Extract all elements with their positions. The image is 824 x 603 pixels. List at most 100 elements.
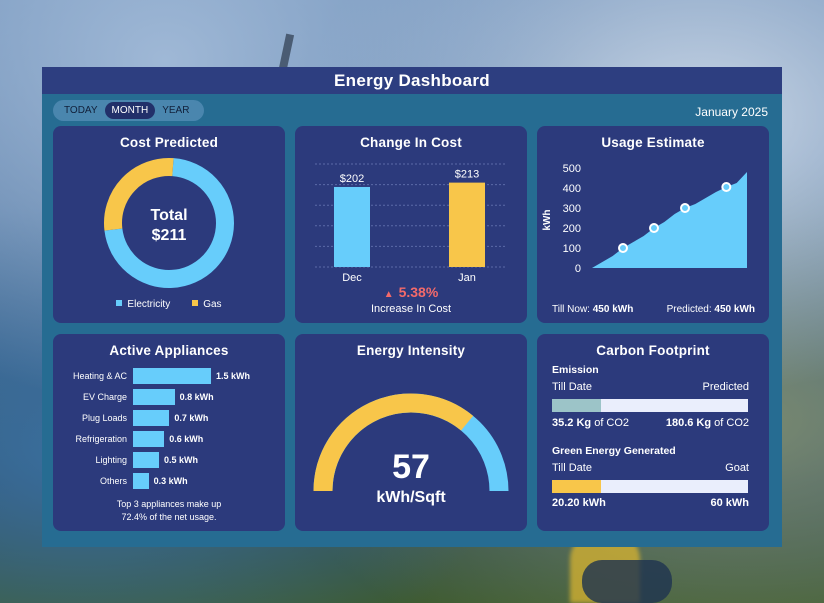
date-label: January 2025 [695, 105, 768, 119]
appliance-bar [133, 389, 175, 405]
card-title: Carbon Footprint [596, 343, 710, 358]
predicted-label: Predicted: [666, 304, 712, 315]
period-option-today[interactable]: TODAY [64, 105, 98, 116]
appliance-value: 0.8 kWh [179, 392, 214, 402]
emission-predicted-value: 180.6 Kg of CO2 [666, 417, 749, 429]
appliance-note-line: 72.4% of the net usage. [121, 512, 217, 522]
appliance-bar [133, 473, 149, 489]
cost-bar-chart: $202 Dec $213 Jan [315, 163, 507, 284]
legend-label: Electricity [127, 299, 171, 310]
cost-predicted-card: Cost Predicted Total $211 Electricity Ga… [53, 126, 285, 323]
card-title: Usage Estimate [601, 135, 705, 150]
appliance-label: Plug Loads [81, 413, 127, 423]
intensity-gauge: 57 kWh/Sqft [313, 393, 509, 506]
usage-y-tick-label: 200 [563, 223, 581, 235]
usage-y-tick-label: 500 [563, 163, 581, 175]
appliance-bar-chart: Heating & AC 1.5 kWh EV Charge 0.8 kWh Plug … [53, 334, 285, 531]
emission-till-date-unit: of CO2 [591, 417, 630, 429]
period-option-month[interactable]: MONTH [104, 102, 156, 119]
till-now-value: 450 kWh [592, 304, 634, 315]
appliance-value: 0.3 kWh [153, 476, 188, 486]
green-goal-label: Goat [725, 462, 749, 474]
cost-bar-jan [449, 182, 485, 267]
active-appliances-card: Active Appliances Heating & AC 1.5 kWh EV … [53, 334, 285, 531]
green-till-date-label: Till Date [552, 462, 592, 474]
carbon-footprint-card: Carbon Footprint Emission Till Date Pred… [537, 334, 769, 531]
usage-y-tick-label: 0 [575, 263, 581, 275]
card-title: Energy Intensity [356, 343, 466, 358]
cost-bar-value-label: $213 [455, 169, 479, 181]
cost-legend: Electricity Gas [53, 299, 285, 310]
emission-progress-fill [552, 399, 601, 412]
green-energy-values: 20.20 kWh 60 kWh [552, 497, 749, 509]
gauge-fill [313, 393, 474, 492]
usage-marker [618, 243, 628, 253]
change-caption: Increase In Cost [370, 303, 452, 315]
usage-area [592, 172, 747, 268]
appliance-label: Lighting [95, 455, 127, 465]
appliance-row: Heating & AC 1.5 kWh [53, 368, 250, 384]
cost-bar-category-label: Dec [342, 272, 362, 284]
legend-item-electricity: Electricity [116, 299, 170, 310]
green-energy-heading: Green Energy Generated [552, 445, 676, 457]
usage-y-tick-label: 400 [563, 183, 581, 195]
emission-values: 35.2 Kg of CO2 180.6 Kg of CO2 [552, 417, 749, 429]
till-now-summary: Till Now: 450 kWh [552, 304, 633, 315]
emission-heading: Emission [552, 364, 599, 376]
change-in-cost-card: Change In Cost $202 Dec $213 Jan ▲ 5.38% Inc… [295, 126, 527, 323]
green-energy-labels: Till Date Goat [552, 462, 749, 474]
emission-labels: Till Date Predicted [552, 381, 749, 393]
emission-predicted-label: Predicted [702, 381, 749, 393]
emission-progress-bar [552, 399, 748, 412]
green-till-date-value: 20.20 kWh [552, 497, 606, 509]
arrow-up-icon: ▲ [383, 289, 394, 300]
predicted-summary: Predicted: 450 kWh [667, 304, 755, 315]
cost-bar-category-label: Jan [458, 272, 476, 284]
usage-y-axis-label: kWh [542, 209, 553, 230]
green-goal-value: 60 kWh [710, 497, 749, 509]
appliance-bar [133, 410, 170, 426]
appliance-row: Refrigeration 0.6 kWh [53, 431, 203, 447]
usage-estimate-card: Usage Estimate 0 100 200 300 400 500 kWh Till … [537, 126, 769, 323]
appliance-value: 1.5 kWh [216, 371, 251, 381]
till-now-label: Till Now: [552, 304, 590, 315]
cost-bar-value-label: $202 [340, 173, 364, 185]
green-energy-progress-bar [552, 480, 748, 493]
emission-predicted-unit: of CO2 [711, 417, 749, 429]
emission-predicted-amount: 180.6 Kg [665, 417, 712, 429]
emission-till-date-amount: 35.2 Kg [552, 417, 592, 429]
appliance-note-line: Top 3 appliances make up [116, 499, 222, 509]
appliance-bar [133, 452, 159, 468]
usage-marker [680, 203, 690, 213]
intensity-value: 57 [392, 448, 430, 486]
appliance-row: Plug Loads 0.7 kWh [53, 410, 208, 426]
legend-swatch [192, 300, 199, 306]
appliance-row: Others 0.3 kWh [53, 473, 188, 489]
donut-slice-gas [104, 158, 174, 231]
usage-marker [721, 182, 732, 192]
period-option-year[interactable]: YEAR [162, 105, 190, 116]
card-title: Change In Cost [360, 135, 462, 150]
appliance-note: Top 3 appliances make up 72.4% of the ne… [53, 498, 285, 524]
cost-bar-dec [334, 186, 370, 267]
cost-donut-chart: Total $211 [104, 158, 234, 288]
usage-marker [649, 223, 659, 233]
donut-center-value: $211 [152, 227, 187, 244]
appliance-label: Heating & AC [72, 371, 127, 381]
appliance-label: EV Charge [82, 392, 127, 402]
dashboard-panel: Energy Dashboard TODAY MONTH YEAR Januar… [42, 67, 782, 547]
appliance-label: Others [99, 476, 127, 486]
appliance-value: 0.5 kWh [164, 455, 199, 465]
intensity-unit: kWh/Sqft [376, 489, 446, 506]
usage-y-tick-label: 300 [563, 203, 581, 215]
dashboard-title: Energy Dashboard [42, 67, 782, 94]
change-percent-value: 5.38% [398, 284, 439, 300]
appliance-value: 0.6 kWh [169, 434, 204, 444]
appliance-label: Refrigeration [75, 434, 127, 444]
donut-slice-electricity [104, 158, 234, 288]
period-toggle: TODAY MONTH YEAR [53, 100, 204, 121]
legend-item-gas: Gas [192, 299, 222, 310]
emission-till-date-label: Till Date [552, 381, 592, 393]
legend-swatch [116, 300, 123, 306]
green-energy-progress-fill [552, 480, 601, 493]
